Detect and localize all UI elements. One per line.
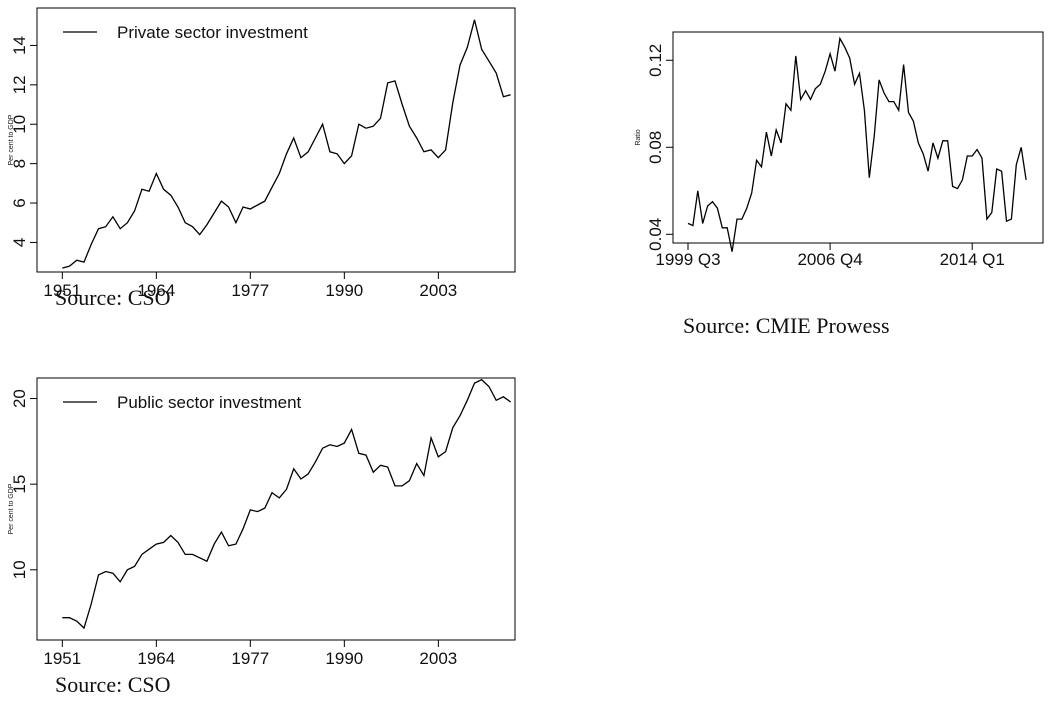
series-line — [62, 378, 512, 630]
y-tick-label: 0.04 — [646, 218, 665, 251]
x-tick-label: 2014 Q1 — [940, 250, 1005, 269]
x-tick-label: 1951 — [43, 649, 81, 668]
y-tick-label: 0.08 — [646, 131, 665, 164]
y-axis-label: Ratio — [635, 129, 642, 145]
legend-label: Public sector investment — [117, 393, 302, 412]
y-axis-label: Per cent to GDP — [8, 483, 15, 534]
y-tick-label: 14 — [10, 36, 29, 55]
x-tick-label: 2006 Q4 — [797, 250, 862, 269]
x-tick-label: 1951 — [43, 281, 81, 300]
y-tick-label: 20 — [10, 389, 29, 408]
x-tick-label: 1964 — [137, 649, 175, 668]
y-tick-label: 15 — [10, 475, 29, 494]
plot-frame — [36, 7, 516, 273]
x-tick-label: 1990 — [325, 281, 363, 300]
y-tick-label: 4 — [10, 238, 29, 247]
x-tick-label: 1990 — [325, 649, 363, 668]
x-tick-label: 1999 Q3 — [655, 250, 720, 269]
legend-label: Private sector investment — [117, 23, 308, 42]
y-tick-label: 10 — [10, 560, 29, 579]
x-tick-label: 2003 — [419, 649, 457, 668]
y-axis-label: Per cent to GDP — [8, 114, 15, 165]
caption: Source: CSO — [55, 285, 171, 310]
y-tick-label: 0.12 — [646, 44, 665, 77]
caption: Source: CMIE Prowess — [683, 313, 890, 338]
x-tick-label: 1977 — [231, 649, 269, 668]
x-tick-label: 2003 — [419, 281, 457, 300]
y-tick-label: 10 — [10, 115, 29, 134]
plot-frame — [36, 377, 516, 641]
x-tick-label: 1964 — [137, 281, 175, 300]
series-line — [62, 19, 511, 269]
y-tick-label: 6 — [10, 198, 29, 207]
y-tick-label: 8 — [10, 159, 29, 168]
y-tick-label: 12 — [10, 75, 29, 94]
caption: Source: CSO — [55, 672, 171, 697]
x-tick-label: 1977 — [231, 281, 269, 300]
plot-frame — [672, 31, 1044, 244]
series-line — [687, 36, 1027, 252]
